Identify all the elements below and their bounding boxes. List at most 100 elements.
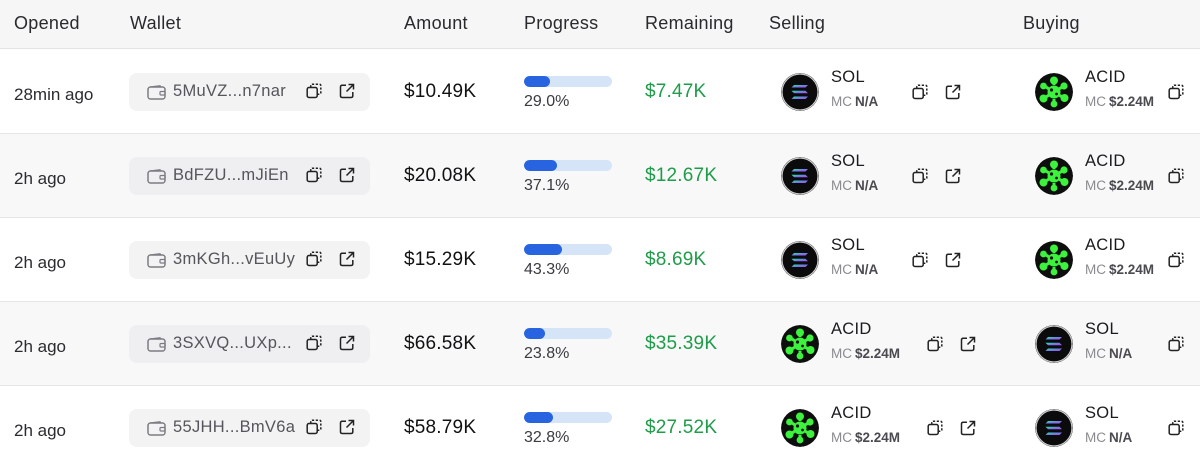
wallet-icon [147,253,167,268]
progress-percent: 32.8% [524,429,570,446]
copy-icon[interactable] [306,335,322,351]
external-link-icon[interactable] [339,167,355,183]
wallet-chip[interactable]: BdFZU...mJiEn [129,157,370,195]
copy-icon[interactable] [306,251,322,267]
external-link-icon[interactable] [339,251,355,267]
market-cap-label: MC [1085,94,1106,109]
sol-logo-icon [781,157,819,195]
amount-value: $20.08K [404,165,477,186]
copy-icon[interactable] [1168,168,1184,184]
acid-logo-icon [1035,73,1073,111]
market-cap-label: MC [831,94,852,109]
market-cap-value: $2.24M [1109,262,1155,277]
copy-icon[interactable] [927,420,943,436]
progress-bar [524,328,612,339]
column-header-remaining[interactable]: Remaining [645,13,734,33]
column-header-wallet[interactable]: Wallet [130,13,182,33]
external-link-icon[interactable] [960,420,976,436]
market-cap-value: N/A [855,178,879,193]
buying-token[interactable]: ACID MC $2.24M [1035,218,1200,302]
wallet-icon [147,85,167,100]
acid-logo-icon [1035,241,1073,279]
selling-token[interactable]: SOL MC N/A [781,134,1200,218]
external-link-icon[interactable] [945,84,961,100]
copy-icon[interactable] [912,84,928,100]
external-link-icon[interactable] [339,419,355,435]
progress-percent: 37.1% [524,177,570,194]
copy-icon[interactable] [1168,420,1184,436]
amount-value: $15.29K [404,249,477,270]
external-link-icon[interactable] [339,335,355,351]
amount-value: $58.79K [404,417,477,438]
progress-bar [524,160,612,171]
selling-token[interactable]: ACID MC $2.24M [781,302,1200,386]
table-row[interactable]: 28min ago 5MuVZ...n7nar $10.49K 29.0% $7.47K… [0,50,1200,134]
table-row[interactable]: 2h ago 3mKGh...vEuUy $15.29K 43.3% $8.69K SOL… [0,218,1200,302]
copy-icon[interactable] [1168,252,1184,268]
buying-token[interactable]: ACID MC $2.24M [1035,50,1200,134]
selling-token[interactable]: SOL MC N/A [781,50,1200,134]
token-market-cap: MC N/A [1085,430,1132,445]
remaining-value: $7.47K [645,81,707,102]
wallet-address[interactable]: 5MuVZ...n7nar [173,82,287,100]
token-market-cap: MC $2.24M [831,430,900,445]
selling-token[interactable]: ACID MC $2.24M [781,386,1200,469]
amount-value: $10.49K [404,81,477,102]
external-link-icon[interactable] [945,252,961,268]
market-cap-value: N/A [1109,346,1133,361]
remaining-value: $8.69K [645,249,707,270]
acid-logo-icon [781,325,819,363]
market-cap-value: $2.24M [855,430,901,445]
market-cap-label: MC [831,430,852,445]
table-row[interactable]: 2h ago 3SXVQ...UXp... $66.58K 23.8% $35.39K A… [0,302,1200,386]
wallet-icon [147,169,167,184]
copy-icon[interactable] [1168,336,1184,352]
progress-fill [524,76,550,87]
copy-icon[interactable] [306,419,322,435]
wallet-icon [147,337,167,352]
token-symbol: SOL [831,152,865,170]
market-cap-label: MC [1085,346,1106,361]
wallet-address[interactable]: 3SXVQ...UXp... [173,334,292,352]
market-cap-value: $2.24M [1109,178,1155,193]
acid-logo-icon [781,409,819,447]
column-header-progress[interactable]: Progress [524,13,599,33]
buying-token[interactable]: ACID MC $2.24M [1035,134,1200,218]
remaining-value: $27.52K [645,417,718,438]
external-link-icon[interactable] [339,83,355,99]
copy-icon[interactable] [306,83,322,99]
wallet-address[interactable]: 55JHH...BmV6a [173,418,296,436]
selling-token[interactable]: SOL MC N/A [781,218,1200,302]
table-row[interactable]: 2h ago 55JHH...BmV6a $58.79K 32.8% $27.52K AC… [0,386,1200,469]
copy-icon[interactable] [912,252,928,268]
wallet-chip[interactable]: 55JHH...BmV6a [129,409,370,447]
copy-icon[interactable] [927,336,943,352]
column-header-amount[interactable]: Amount [404,13,468,33]
token-market-cap: MC N/A [1085,346,1132,361]
progress-percent: 23.8% [524,345,570,362]
progress-fill [524,328,545,339]
sol-logo-icon [1035,409,1073,447]
wallet-chip[interactable]: 3SXVQ...UXp... [129,325,370,363]
token-market-cap: MC $2.24M [1085,94,1154,109]
external-link-icon[interactable] [945,168,961,184]
column-header-buying[interactable]: Buying [1023,13,1080,33]
token-symbol: ACID [1085,68,1126,86]
market-cap-value: $2.24M [855,346,901,361]
external-link-icon[interactable] [960,336,976,352]
buying-token[interactable]: SOL MC N/A [1035,386,1200,469]
copy-icon[interactable] [306,167,322,183]
wallet-chip[interactable]: 5MuVZ...n7nar [129,73,370,111]
column-header-selling[interactable]: Selling [769,13,826,33]
opened-time: 2h ago [14,421,66,440]
market-cap-label: MC [1085,430,1106,445]
column-header-opened[interactable]: Opened [14,13,80,33]
acid-logo-icon [1035,157,1073,195]
wallet-chip[interactable]: 3mKGh...vEuUy [129,241,370,279]
copy-icon[interactable] [1168,84,1184,100]
wallet-address[interactable]: 3mKGh...vEuUy [173,250,296,268]
copy-icon[interactable] [912,168,928,184]
buying-token[interactable]: SOL MC N/A [1035,302,1200,386]
wallet-address[interactable]: BdFZU...mJiEn [173,166,289,184]
table-row[interactable]: 2h ago BdFZU...mJiEn $20.08K 37.1% $12.67K SO… [0,134,1200,218]
